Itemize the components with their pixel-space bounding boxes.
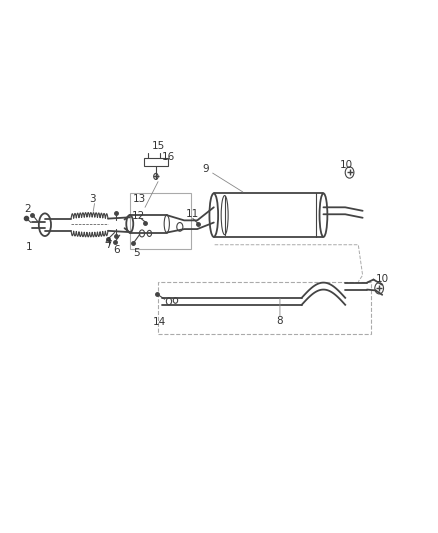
Text: 11: 11 — [186, 209, 200, 219]
Bar — [130, 192, 191, 249]
Text: 9: 9 — [203, 165, 209, 174]
Text: 7: 7 — [106, 240, 112, 250]
Text: 5: 5 — [133, 248, 140, 258]
Text: 16: 16 — [162, 152, 175, 162]
Bar — [158, 282, 371, 334]
Text: 3: 3 — [89, 193, 96, 204]
Text: 10: 10 — [376, 273, 389, 284]
Text: 1: 1 — [25, 243, 32, 252]
Text: 15: 15 — [152, 141, 165, 150]
Text: 2: 2 — [24, 205, 31, 214]
Text: 8: 8 — [277, 316, 283, 326]
Text: 10: 10 — [340, 160, 353, 170]
Bar — [144, 158, 168, 166]
Text: 14: 14 — [153, 317, 166, 327]
Text: 13: 13 — [133, 193, 146, 204]
Text: 4: 4 — [105, 237, 111, 247]
Text: 12: 12 — [132, 211, 145, 221]
Text: 6: 6 — [113, 245, 120, 255]
